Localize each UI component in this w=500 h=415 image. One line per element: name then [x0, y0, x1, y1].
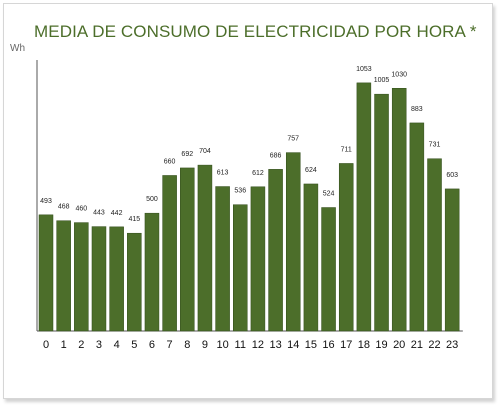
x-tick-label-3: 3 — [96, 339, 102, 351]
value-label-9: 704 — [199, 148, 211, 155]
value-label-17: 711 — [341, 146, 352, 153]
value-label-13: 686 — [270, 152, 282, 159]
x-tick-label-16: 16 — [322, 339, 334, 351]
value-label-23: 603 — [446, 172, 458, 179]
bar-5 — [127, 232, 142, 332]
x-tick-label-1: 1 — [61, 339, 67, 351]
value-label-19: 1005 — [374, 77, 390, 84]
x-tick-label-11: 11 — [235, 339, 246, 351]
x-tick-label-13: 13 — [269, 339, 281, 351]
x-tick-label-8: 8 — [184, 339, 190, 351]
bar-12 — [250, 186, 266, 332]
x-tick-label-14: 14 — [287, 339, 299, 351]
y-unit-label: Wh — [10, 43, 25, 54]
value-label-22: 731 — [429, 142, 441, 149]
value-label-3: 443 — [93, 210, 105, 217]
x-tick-label-10: 10 — [216, 339, 228, 351]
x-tick-label-0: 0 — [43, 339, 49, 351]
value-label-21: 883 — [411, 106, 423, 113]
bar-20 — [391, 88, 407, 332]
x-tick-label-7: 7 — [167, 339, 173, 351]
bar-17 — [338, 163, 354, 332]
bar-9 — [197, 164, 213, 332]
value-label-2: 460 — [75, 206, 87, 213]
x-tick-label-19: 19 — [375, 339, 387, 351]
bar-2 — [74, 222, 89, 332]
value-label-11: 536 — [234, 188, 246, 195]
value-label-5: 415 — [128, 216, 140, 223]
bar-19 — [374, 93, 389, 332]
chart-title: MEDIA DE CONSUMO DE ELECTRICIDAD POR HOR… — [34, 22, 477, 41]
bar-22 — [427, 158, 442, 332]
bar-18 — [356, 82, 372, 332]
x-tick-label-15: 15 — [305, 339, 317, 351]
value-label-6: 500 — [146, 196, 158, 203]
x-tick-label-5: 5 — [131, 339, 137, 351]
value-label-8: 692 — [181, 151, 193, 158]
bar-15 — [303, 183, 319, 332]
bar-1 — [56, 220, 71, 332]
bar-11 — [233, 204, 248, 332]
x-tick-label-6: 6 — [149, 339, 155, 351]
bar-16 — [321, 207, 336, 332]
bar-13 — [268, 169, 283, 332]
x-tick-label-12: 12 — [252, 339, 264, 351]
x-tick-label-21: 21 — [411, 339, 423, 351]
x-tick-label-20: 20 — [393, 339, 405, 351]
value-label-7: 660 — [164, 158, 176, 165]
bar-0 — [38, 214, 54, 332]
x-tick-label-9: 9 — [202, 339, 208, 351]
x-tick-label-17: 17 — [340, 339, 352, 351]
x-tick-label-2: 2 — [78, 339, 84, 351]
value-label-0: 493 — [40, 198, 52, 205]
value-label-15: 624 — [305, 167, 317, 174]
bar-7 — [162, 175, 177, 332]
x-tick-label-23: 23 — [446, 339, 458, 351]
value-label-16: 524 — [323, 191, 335, 198]
x-tick-label-4: 4 — [114, 339, 120, 351]
value-label-12: 612 — [252, 170, 264, 177]
bar-4 — [109, 226, 124, 332]
bar-23 — [444, 188, 460, 332]
value-label-14: 757 — [287, 136, 299, 143]
value-label-1: 468 — [58, 204, 70, 211]
bar-21 — [409, 122, 425, 332]
value-label-10: 613 — [217, 170, 229, 177]
bar-3 — [91, 226, 107, 332]
value-label-20: 1030 — [391, 71, 407, 78]
x-tick-label-22: 22 — [428, 339, 440, 351]
bar-10 — [215, 186, 230, 332]
value-label-18: 1053 — [356, 66, 372, 73]
bar-6 — [144, 212, 160, 332]
x-tick-label-18: 18 — [358, 339, 370, 351]
value-label-4: 442 — [111, 210, 123, 217]
bar-8 — [180, 167, 195, 332]
bar-14 — [285, 152, 301, 332]
